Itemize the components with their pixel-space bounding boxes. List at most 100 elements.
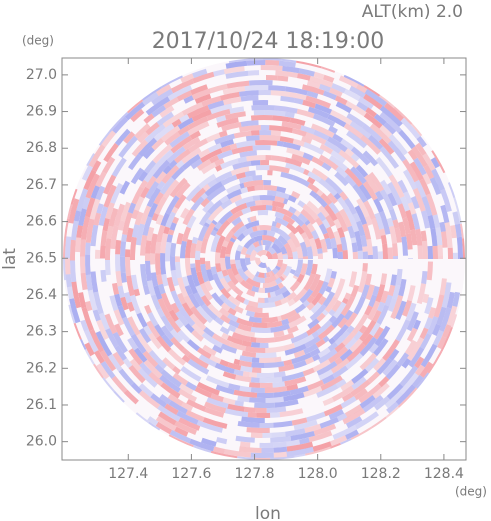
radar-echo [233,225,248,238]
radar-echo [415,142,427,156]
radar-echo [260,382,273,388]
radar-echo [305,132,327,145]
radar-echo [102,156,116,174]
radar-echo [239,258,249,273]
radar-echo [90,224,99,247]
radar-echo [325,214,336,228]
radar-echo [180,207,190,219]
radar-echo [379,228,386,236]
radar-echo [311,167,329,181]
radar-echo [160,233,169,254]
radar-echo [214,171,233,184]
radar-echo [227,280,237,291]
radar-echo [262,280,278,289]
radar-echo [85,301,93,312]
radar-echo [373,357,386,372]
radar-echo [158,283,166,295]
radar-echo [177,292,187,305]
radar-echo [274,216,289,227]
radar-echo [111,157,127,177]
radar-echo [237,323,252,332]
radar-echo [246,59,266,66]
radar-echo [145,240,152,254]
radar-echo [109,295,119,311]
radar-echo [405,302,417,322]
radar-echo [190,242,197,259]
radar-echo [111,375,128,393]
radar-echo [408,346,425,368]
radar-echo [207,179,218,188]
radar-echo [377,251,384,259]
radar-echo [362,150,379,167]
radar-echo [410,196,420,209]
radar-echo [383,121,397,135]
radar-echo [187,105,210,119]
radar-echo [256,337,275,343]
radar-echo [272,115,291,123]
radar-echo [287,238,298,253]
radar-echo [462,238,465,259]
radar-echo [131,224,140,238]
radar-echo [204,407,225,418]
radar-echo [351,368,369,384]
radar-echo [420,230,427,242]
radar-echo [264,272,267,278]
radar-echo [190,84,208,96]
radar-echo [346,210,359,233]
radar-echo [360,134,381,155]
radar-echo [454,223,462,238]
radar-echo [115,254,121,272]
radar-echo [342,250,348,259]
radar-echo [261,316,279,324]
radar-echo [375,190,384,202]
radar-echo [252,145,271,151]
radar-echo [395,384,416,406]
radar-echo [340,379,355,392]
radar-echo [376,357,393,375]
radar-echo [296,108,315,119]
radar-echo [214,316,225,326]
radar-echo [281,371,305,382]
radar-echo [336,413,348,422]
radar-echo [366,238,373,256]
radar-echo [262,432,272,439]
radar-echo [291,417,308,426]
radar-echo [257,297,265,304]
radar-echo [207,100,225,110]
radar-echo [151,88,174,106]
radar-echo [178,306,196,327]
radar-echo [243,237,256,249]
radar-echo [93,291,104,315]
radar-echo [114,293,123,307]
radar-echo [331,83,346,94]
radar-echo [170,290,183,310]
radar-echo [303,386,323,398]
radar-echo [155,253,162,276]
radar-echo [387,181,403,206]
radar-echo [237,395,250,403]
y-tick-label: 26.1 [26,397,57,413]
radar-echo [312,359,331,373]
radar-echo [231,332,251,342]
radar-echo [389,225,397,244]
radar-echo [147,312,159,327]
radar-echo [364,215,373,226]
radar-echo [401,358,412,369]
radar-echo [397,179,408,194]
radar-echo [292,175,310,188]
radar-echo [329,87,343,98]
radar-echo [190,263,196,268]
radar-echo [307,379,325,391]
radar-echo [100,245,106,259]
radar-echo [258,287,265,294]
radar-echo [206,397,229,409]
radar-echo [159,374,181,393]
radar-echo [254,457,271,460]
radar-echo [404,339,417,356]
radar-echo [352,183,368,203]
radar-echo [206,269,215,282]
radar-echo [387,298,397,312]
radar-echo [150,272,159,287]
radar-echo [310,263,318,275]
radar-echo [333,192,341,200]
